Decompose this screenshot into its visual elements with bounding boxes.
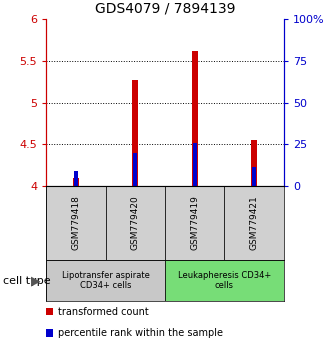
Bar (106, 186, 165, 260)
Bar (251, 140, 257, 186)
Bar (73, 178, 79, 186)
Bar (46, 186, 106, 260)
Title: GDS4079 / 7894139: GDS4079 / 7894139 (95, 1, 235, 16)
Text: percentile rank within the sample: percentile rank within the sample (58, 328, 223, 338)
Bar (46, 260, 165, 301)
Text: GSM779419: GSM779419 (190, 195, 199, 251)
Bar (165, 260, 284, 301)
Text: cell type: cell type (3, 275, 51, 286)
Text: transformed count: transformed count (58, 307, 149, 316)
Text: GSM779420: GSM779420 (131, 196, 140, 250)
Bar (193, 143, 197, 186)
Bar (252, 167, 256, 186)
Bar (132, 80, 138, 186)
Bar (224, 186, 284, 260)
Text: GSM779418: GSM779418 (71, 195, 81, 251)
Bar (192, 51, 198, 186)
Bar (74, 171, 78, 186)
Text: Leukapheresis CD34+
cells: Leukapheresis CD34+ cells (178, 271, 271, 290)
Text: GSM779421: GSM779421 (249, 196, 259, 250)
Bar (165, 186, 224, 260)
Bar (133, 153, 137, 186)
Text: ▶: ▶ (31, 274, 41, 287)
Text: Lipotransfer aspirate
CD34+ cells: Lipotransfer aspirate CD34+ cells (62, 271, 149, 290)
